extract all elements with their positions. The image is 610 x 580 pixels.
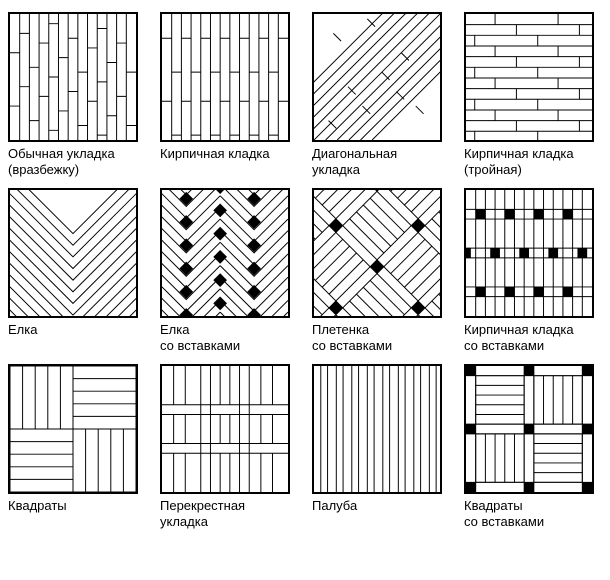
- pattern-cell: Квадратысо вставками: [464, 364, 602, 530]
- pattern-tile-plain-stagger: [8, 12, 138, 142]
- pattern-label: Диагональнаяукладка: [312, 146, 450, 178]
- pattern-label: Елкасо вставками: [160, 322, 298, 354]
- pattern-tile-cross: [160, 364, 290, 494]
- pattern-label: Кирпичная кладка: [160, 146, 298, 178]
- pattern-label: Елка: [8, 322, 146, 354]
- pattern-cell: Обычная укладка(вразбежку): [8, 12, 146, 178]
- pattern-tile-basketweave-ins: [312, 188, 442, 318]
- pattern-label: Кирпичная кладкасо вставками: [464, 322, 602, 354]
- pattern-cell: Перекрестнаяукладка: [160, 364, 298, 530]
- pattern-tile-brick: [160, 12, 290, 142]
- pattern-tile-diagonal: [312, 12, 442, 142]
- pattern-label: Перекрестнаяукладка: [160, 498, 298, 530]
- pattern-cell: Кирпичная кладка(тройная): [464, 12, 602, 178]
- pattern-cell: Кирпичная кладка: [160, 12, 298, 178]
- pattern-cell: Елка: [8, 188, 146, 354]
- pattern-label: Плетенкасо вставками: [312, 322, 450, 354]
- pattern-label: Квадраты: [8, 498, 146, 530]
- pattern-cell: Палуба: [312, 364, 450, 530]
- pattern-cell: Кирпичная кладкасо вставками: [464, 188, 602, 354]
- pattern-cell: Диагональнаяукладка: [312, 12, 450, 178]
- pattern-tile-squares: [8, 364, 138, 494]
- pattern-label: Квадратысо вставками: [464, 498, 602, 530]
- pattern-tile-brick-triple: [464, 12, 594, 142]
- pattern-tile-squares-ins: [464, 364, 594, 494]
- pattern-label: Палуба: [312, 498, 450, 530]
- pattern-label: Кирпичная кладка(тройная): [464, 146, 602, 178]
- pattern-cell: Плетенкасо вставками: [312, 188, 450, 354]
- pattern-tile-brick-ins: [464, 188, 594, 318]
- pattern-grid: Обычная укладка(вразбежку) Кирпичная кла…: [8, 12, 602, 530]
- pattern-tile-deck: [312, 364, 442, 494]
- pattern-tile-herringbone-ins: [160, 188, 290, 318]
- pattern-tile-herringbone: [8, 188, 138, 318]
- pattern-label: Обычная укладка(вразбежку): [8, 146, 146, 178]
- pattern-cell: Елкасо вставками: [160, 188, 298, 354]
- pattern-cell: Квадраты: [8, 364, 146, 530]
